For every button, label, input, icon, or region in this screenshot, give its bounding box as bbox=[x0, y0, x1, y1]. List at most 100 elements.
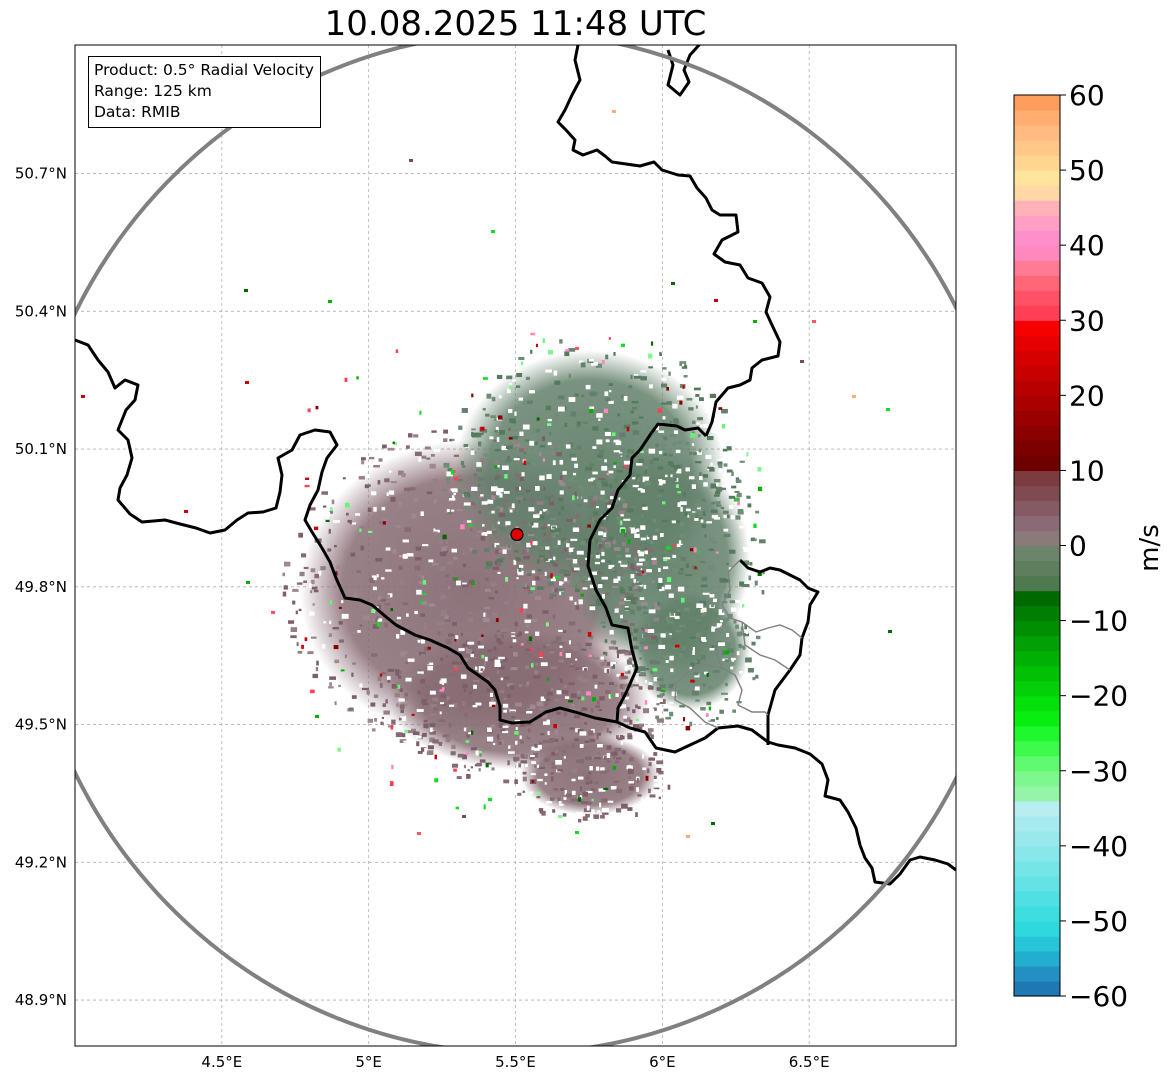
echo-speckle bbox=[495, 563, 503, 567]
colorbar-label: m/s bbox=[1135, 524, 1165, 572]
echo-speckle bbox=[702, 592, 710, 595]
echo-speckle bbox=[498, 641, 504, 645]
echo-speckle bbox=[648, 548, 654, 553]
echo-speckle bbox=[649, 659, 657, 665]
echo-speckle bbox=[595, 483, 602, 489]
echo-speckle bbox=[852, 395, 856, 398]
echo-speckle bbox=[623, 574, 631, 578]
echo-speckle bbox=[492, 457, 495, 461]
echo-speckle bbox=[620, 343, 625, 347]
echo-speckle bbox=[528, 728, 531, 733]
echo-speckle bbox=[648, 757, 655, 761]
echo-speckle bbox=[487, 797, 492, 802]
echo-speckle bbox=[588, 654, 593, 657]
echo-speckle bbox=[590, 780, 593, 784]
echo-speckle bbox=[699, 476, 703, 480]
echo-speckle bbox=[658, 483, 663, 486]
echo-speckle bbox=[506, 375, 513, 380]
echo-speckle bbox=[662, 367, 667, 370]
echo-speckle bbox=[310, 590, 313, 594]
echo-speckle bbox=[564, 525, 570, 529]
echo-speckle bbox=[500, 628, 508, 632]
echo-speckle bbox=[689, 666, 692, 670]
echo-speckle bbox=[383, 451, 387, 455]
echo-speckle bbox=[479, 648, 485, 654]
echo-speckle bbox=[687, 514, 690, 518]
echo-speckle bbox=[497, 464, 500, 468]
echo-speckle bbox=[649, 640, 656, 645]
echo-speckle bbox=[667, 784, 671, 790]
echo-speckle bbox=[742, 646, 746, 650]
echo-speckle bbox=[604, 499, 609, 503]
echo-speckle bbox=[398, 698, 405, 702]
echo-speckle bbox=[505, 577, 508, 582]
echo-speckle bbox=[505, 458, 512, 463]
echo-speckle bbox=[398, 565, 403, 570]
echo-speckle bbox=[482, 408, 486, 411]
echo-speckle bbox=[517, 570, 524, 576]
echo-speckle bbox=[581, 394, 585, 398]
echo-speckle bbox=[544, 757, 550, 762]
echo-speckle bbox=[650, 670, 654, 674]
lat-tick-label: 49.5°N bbox=[15, 716, 67, 734]
echo-speckle bbox=[579, 744, 584, 748]
echo-speckle bbox=[511, 503, 515, 509]
echo-speckle bbox=[605, 544, 609, 549]
echo-speckle bbox=[419, 651, 426, 656]
echo-speckle bbox=[406, 613, 409, 617]
echo-speckle bbox=[710, 509, 718, 513]
echo-speckle bbox=[418, 457, 422, 462]
echo-speckle bbox=[599, 802, 602, 808]
echo-speckle bbox=[686, 398, 693, 401]
echo-speckle bbox=[528, 498, 535, 502]
echo-speckle bbox=[446, 477, 451, 481]
echo-speckle bbox=[672, 608, 678, 613]
echo-speckle bbox=[442, 687, 445, 690]
echo-speckle bbox=[525, 462, 531, 465]
colorbar-band bbox=[1014, 875, 1060, 892]
echo-speckle bbox=[636, 778, 639, 783]
echo-speckle bbox=[648, 448, 656, 454]
echo-speckle bbox=[544, 773, 548, 776]
echo-speckle bbox=[670, 558, 678, 563]
echo-speckle bbox=[565, 444, 571, 449]
radar-echo-field bbox=[81, 110, 892, 838]
echo-speckle bbox=[571, 704, 575, 707]
echo-speckle bbox=[644, 547, 648, 552]
echo-speckle bbox=[627, 450, 633, 454]
echo-speckle bbox=[470, 654, 477, 658]
echo-speckle bbox=[423, 626, 428, 631]
echo-speckle bbox=[544, 695, 551, 699]
echo-speckle bbox=[646, 444, 653, 449]
echo-speckle bbox=[694, 516, 699, 521]
echo-speckle bbox=[597, 753, 600, 757]
echo-speckle bbox=[699, 397, 704, 401]
echo-speckle bbox=[649, 477, 652, 481]
echo-speckle bbox=[700, 655, 706, 660]
echo-speckle bbox=[717, 461, 723, 465]
echo-speckle bbox=[652, 457, 659, 461]
echo-speckle bbox=[606, 760, 611, 763]
echo-speckle bbox=[573, 548, 576, 552]
echo-speckle bbox=[533, 514, 540, 518]
echo-speckle bbox=[695, 632, 702, 638]
echo-speckle bbox=[331, 499, 335, 505]
echo-speckle bbox=[605, 614, 608, 617]
echo-speckle bbox=[673, 418, 678, 423]
echo-speckle bbox=[470, 747, 478, 751]
colorbar-band bbox=[1014, 725, 1060, 742]
echo-speckle bbox=[449, 704, 454, 707]
radar-site-marker bbox=[510, 527, 524, 542]
echo-speckle bbox=[672, 646, 680, 650]
echo-speckle bbox=[658, 567, 661, 572]
echo-speckle bbox=[611, 681, 618, 687]
echo-speckle bbox=[601, 465, 608, 471]
echo-speckle bbox=[518, 683, 523, 687]
echo-speckle bbox=[604, 391, 609, 396]
echo-speckle bbox=[726, 579, 730, 582]
echo-speckle bbox=[679, 501, 687, 505]
echo-speckle bbox=[427, 646, 431, 650]
echo-speckle bbox=[675, 717, 681, 721]
echo-speckle bbox=[297, 650, 303, 654]
echo-speckle bbox=[462, 550, 465, 555]
